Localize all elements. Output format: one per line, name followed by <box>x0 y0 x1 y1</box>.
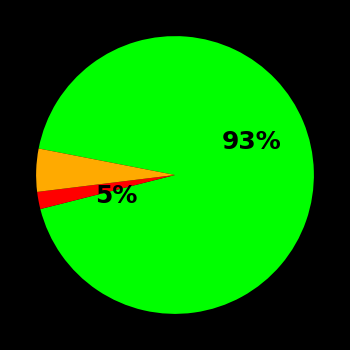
Wedge shape <box>37 175 175 209</box>
Text: 5%: 5% <box>95 184 138 208</box>
Text: 93%: 93% <box>222 130 281 154</box>
Wedge shape <box>36 148 175 192</box>
Wedge shape <box>38 36 314 314</box>
